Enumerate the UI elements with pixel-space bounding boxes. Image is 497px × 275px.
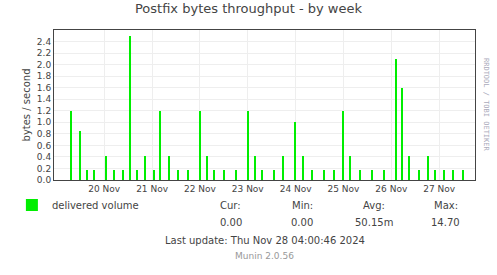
svg-text:0.00: 0.00: [291, 217, 313, 228]
svg-text:27 Nov: 27 Nov: [423, 184, 456, 194]
svg-text:1.6: 1.6: [37, 83, 52, 93]
svg-text:14.70: 14.70: [431, 217, 460, 228]
svg-text:Min:: Min:: [292, 200, 313, 211]
svg-text:1.2: 1.2: [37, 106, 51, 116]
svg-text:1.0: 1.0: [37, 117, 52, 127]
svg-text:1.8: 1.8: [37, 71, 52, 81]
svg-text:Munin 2.0.56: Munin 2.0.56: [235, 251, 294, 261]
svg-text:0.8: 0.8: [37, 129, 52, 139]
svg-text:0.0: 0.0: [37, 175, 52, 185]
svg-text:0.00: 0.00: [220, 217, 242, 228]
svg-text:26 Nov: 26 Nov: [375, 184, 408, 194]
svg-text:RRDTOOL / TOBI OETIKER: RRDTOOL / TOBI OETIKER: [482, 58, 490, 152]
svg-text:25 Nov: 25 Nov: [327, 184, 360, 194]
svg-text:Max:: Max:: [434, 200, 458, 211]
svg-text:Avg:: Avg:: [363, 200, 385, 211]
svg-text:22 Nov: 22 Nov: [184, 184, 217, 194]
svg-text:0.6: 0.6: [37, 141, 52, 151]
svg-text:delivered volume: delivered volume: [52, 200, 139, 211]
svg-text:2.0: 2.0: [37, 60, 52, 70]
svg-text:21 Nov: 21 Nov: [136, 184, 169, 194]
svg-text:2.2: 2.2: [37, 48, 51, 58]
svg-text:1.4: 1.4: [37, 94, 52, 104]
svg-text:Last update: Thu Nov 28 04:00:: Last update: Thu Nov 28 04:00:46 2024: [165, 235, 365, 246]
svg-text:0.4: 0.4: [37, 152, 52, 162]
svg-text:23 Nov: 23 Nov: [232, 184, 265, 194]
svg-text:2.4: 2.4: [37, 37, 52, 47]
svg-text:20 Nov: 20 Nov: [88, 184, 121, 194]
svg-text:50.15m: 50.15m: [355, 217, 393, 228]
svg-text:bytes / second: bytes / second: [21, 69, 32, 142]
svg-text:Postfix bytes throughput - by: Postfix bytes throughput - by week: [135, 1, 362, 16]
svg-text:0.2: 0.2: [37, 164, 51, 174]
svg-text:Cur:: Cur:: [220, 200, 241, 211]
svg-text:24 Nov: 24 Nov: [280, 184, 313, 194]
